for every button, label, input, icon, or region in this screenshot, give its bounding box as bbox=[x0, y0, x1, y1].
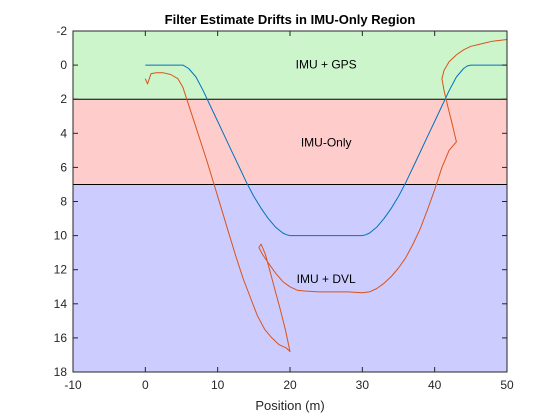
y-tick-label: 6 bbox=[60, 160, 67, 174]
y-tick-label: 18 bbox=[54, 365, 68, 379]
region-label: IMU-Only bbox=[301, 136, 352, 150]
axes: -10 0 10 20 30 40 50 -2 0 2 4 6 8 10 12 14 16 18 bbox=[54, 24, 514, 392]
region-label: IMU + GPS bbox=[296, 57, 357, 71]
x-tick-label: 40 bbox=[428, 378, 442, 392]
y-tick-label: 2 bbox=[60, 92, 67, 106]
region-labels: IMU + GPS IMU-Only IMU + DVL bbox=[296, 57, 357, 286]
series-line bbox=[145, 64, 507, 237]
y-tick-label: 12 bbox=[54, 263, 68, 277]
region-band bbox=[73, 99, 507, 185]
region-band bbox=[73, 184, 507, 372]
x-tick-label: -10 bbox=[64, 378, 82, 392]
chart-title: Filter Estimate Drifts in IMU-Only Regio… bbox=[165, 12, 416, 27]
y-tick-label: 4 bbox=[60, 126, 67, 140]
x-tick-label: 10 bbox=[211, 378, 225, 392]
region-label: IMU + DVL bbox=[297, 272, 356, 286]
y-tick-label: 10 bbox=[54, 229, 68, 243]
region-band bbox=[73, 31, 507, 100]
y-tick-label: 14 bbox=[54, 297, 68, 311]
y-tick-label: 8 bbox=[60, 195, 67, 209]
x-tick-label: 0 bbox=[142, 378, 149, 392]
x-axis-label: Position (m) bbox=[255, 398, 324, 413]
x-tick-label: 30 bbox=[356, 378, 370, 392]
y-tick-label: 0 bbox=[60, 58, 67, 72]
y-tick-label: 16 bbox=[54, 331, 68, 345]
x-tick-label: 20 bbox=[283, 378, 297, 392]
series-line bbox=[144, 39, 508, 352]
data-series bbox=[144, 39, 508, 352]
y-tick-label: -2 bbox=[56, 24, 67, 38]
background-regions bbox=[73, 31, 507, 372]
x-tick-label: 50 bbox=[500, 378, 514, 392]
